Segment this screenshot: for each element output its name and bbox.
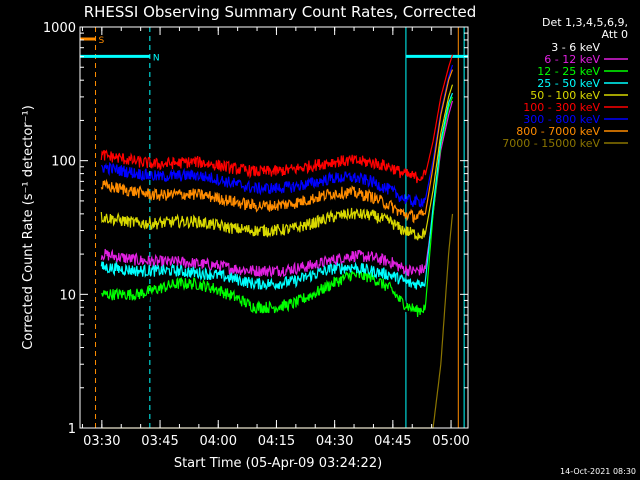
series-3: [100, 92, 454, 291]
series-line-3: [100, 92, 454, 291]
series-6: [100, 64, 454, 209]
y-axis: 1 10 100 1000: [43, 21, 468, 437]
legend-header-1: Att 0: [602, 28, 628, 41]
legend-label-1: 6 - 12 keV: [544, 53, 600, 66]
x-tick-label-3: 04:15: [258, 434, 295, 449]
series-7: [100, 69, 454, 224]
legend-label-4: 50 - 100 keV: [530, 89, 600, 102]
series-4: [100, 84, 454, 241]
x-axis-label: Start Time (05-Apr-09 03:24:22): [174, 456, 382, 471]
y-tick-label-0: 1: [68, 422, 76, 437]
y-axis-label: Corrected Count Rate (s⁻¹ detector⁻¹): [21, 105, 36, 350]
series-line-4: [100, 84, 454, 241]
legend-label-6: 300 - 800 keV: [523, 113, 600, 126]
series-1: [100, 100, 454, 278]
plot-area: SN: [80, 27, 468, 429]
y-tick-label-3: 1000: [43, 21, 76, 36]
x-tick-label-2: 04:00: [200, 434, 237, 449]
x-tick-label-5: 04:45: [374, 434, 411, 449]
x-tick-label-1: 03:45: [141, 434, 178, 449]
x-axis: 03:30 03:45 04:00 04:15 04:30 04:45 05:00: [81, 27, 470, 449]
series-line-1: [100, 100, 454, 278]
legend-header-0: Det 1,3,4,5,6,9,: [542, 16, 628, 29]
series-5: [100, 54, 454, 184]
marker-label-1: N: [153, 53, 160, 63]
series-line-6: [100, 64, 454, 209]
footer-date: 14-Oct-2021 08:30: [560, 467, 636, 476]
legend-label-2: 12 - 25 keV: [537, 65, 600, 78]
series-line-7: [100, 69, 454, 224]
x-tick-label-6: 05:00: [432, 434, 469, 449]
legend-label-5: 100 - 300 keV: [523, 101, 600, 114]
series-2: [101, 96, 454, 318]
series-line-2: [101, 96, 454, 318]
chart-title: RHESSI Observing Summary Count Rates, Co…: [84, 3, 477, 21]
x-tick-label-4: 04:30: [316, 434, 353, 449]
y-tick-label-1: 10: [59, 288, 76, 303]
legend-label-3: 25 - 50 keV: [537, 77, 600, 90]
series-line-5: [100, 54, 454, 184]
legend-label-0: 3 - 6 keV: [551, 41, 600, 54]
plot-frame: [79, 26, 469, 429]
x-tick-label-0: 03:30: [83, 434, 120, 449]
legend-label-7: 800 - 7000 keV: [516, 125, 600, 138]
y-tick-label-2: 100: [51, 155, 76, 170]
legend-label-8: 7000 - 15000 keV: [502, 137, 600, 150]
marker-label-0: S: [99, 36, 105, 46]
